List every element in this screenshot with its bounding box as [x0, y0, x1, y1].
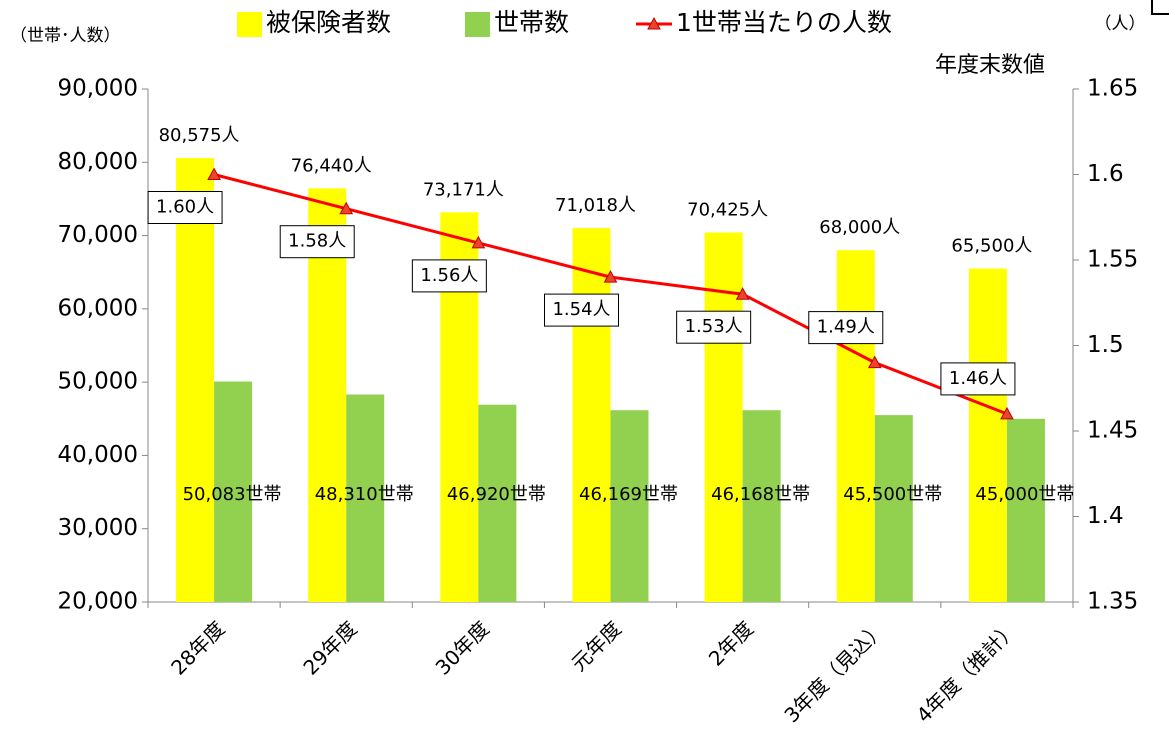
bar: [572, 228, 611, 602]
legend-label: 1世帯当たりの人数: [676, 8, 892, 37]
y2-tick-label: 1.4: [1087, 503, 1124, 529]
x-tick-label: 3年度（見込）: [779, 616, 890, 727]
label-box: [940, 362, 1016, 396]
bar: [1006, 418, 1045, 602]
y-axis-title: （世帯･人数）: [10, 26, 121, 46]
data-label: 45,500世帯: [843, 484, 942, 505]
bar: [836, 250, 875, 602]
data-label: 76,440人: [291, 155, 372, 176]
y2-tick-label: 1.65: [1087, 76, 1138, 102]
bar: [346, 394, 385, 602]
bar: [610, 410, 649, 602]
marker: [339, 201, 354, 215]
y2-tick-label: 1.6: [1087, 161, 1124, 187]
label-box: [676, 310, 752, 344]
y2-axis-title: （人）: [1095, 14, 1146, 34]
marker: [471, 235, 486, 249]
y-tick-label: 40,000: [58, 442, 138, 468]
bar: [478, 404, 517, 602]
marker: [1000, 406, 1014, 420]
label-box: [279, 225, 355, 259]
y2-tick-label: 1.55: [1087, 247, 1138, 273]
data-label: 73,171人: [423, 179, 504, 200]
x-tick-label: 29年度: [298, 616, 361, 679]
data-label: 68,000人: [819, 217, 900, 238]
legend-label: 被保険者数: [266, 8, 391, 37]
x-tick-label: 元年度: [567, 616, 626, 675]
data-label: 65,500人: [951, 236, 1032, 257]
marker: [867, 355, 882, 369]
legend-label: 世帯数: [494, 8, 569, 37]
label-box: [411, 259, 487, 293]
data-label: 1.49人: [817, 317, 875, 338]
data-label: 46,169世帯: [579, 484, 678, 505]
x-tick-label: 30年度: [431, 616, 494, 679]
y-tick-label: 50,000: [58, 369, 138, 395]
bar: [742, 410, 781, 602]
legend-swatch: [237, 12, 262, 37]
data-label: 1.56人: [420, 265, 478, 286]
x-tick-label: 28年度: [166, 616, 229, 679]
y2-tick-label: 1.45: [1087, 418, 1138, 444]
marker: [735, 287, 750, 300]
bar: [176, 158, 215, 603]
legend-swatch: [465, 12, 490, 37]
data-label: 45,000世帯: [975, 484, 1074, 505]
data-label: 1.54人: [552, 299, 610, 320]
data-label: 50,083世帯: [183, 484, 282, 505]
y-tick-label: 60,000: [58, 295, 138, 321]
data-label: 1.58人: [288, 231, 346, 252]
data-label: 46,920世帯: [447, 484, 546, 505]
note: 年度末数値: [935, 53, 1045, 78]
data-label: 80,575人: [159, 125, 240, 146]
data-label: 48,310世帯: [315, 484, 414, 505]
data-label: 1.53人: [685, 316, 743, 337]
marker: [603, 270, 618, 283]
label-box: [808, 311, 884, 345]
y-tick-label: 30,000: [58, 515, 138, 541]
bar: [968, 268, 1007, 602]
y2-tick-label: 1.35: [1087, 589, 1138, 615]
bar: [874, 415, 913, 602]
x-tick-label: 4年度（推計）: [912, 616, 1023, 727]
data-label: 70,425人: [687, 199, 768, 220]
data-label: 71,018人: [555, 195, 636, 216]
y-tick-label: 70,000: [58, 222, 138, 248]
legend-marker: [647, 16, 661, 30]
data-label: 46,168世帯: [711, 484, 810, 505]
bar: [704, 232, 743, 602]
data-label: 1.46人: [949, 368, 1007, 389]
x-tick-label: 2年度: [704, 616, 758, 670]
frame-corner: [1151, 0, 1169, 15]
y2-tick-label: 1.5: [1087, 332, 1124, 358]
bar: [214, 381, 253, 602]
y-tick-label: 80,000: [58, 149, 138, 175]
y-tick-label: 90,000: [58, 76, 138, 102]
label-box: [544, 293, 619, 327]
marker: [207, 167, 221, 180]
y-tick-label: 20,000: [58, 589, 138, 615]
label-box: [147, 191, 223, 224]
data-label: 1.60人: [156, 197, 214, 218]
